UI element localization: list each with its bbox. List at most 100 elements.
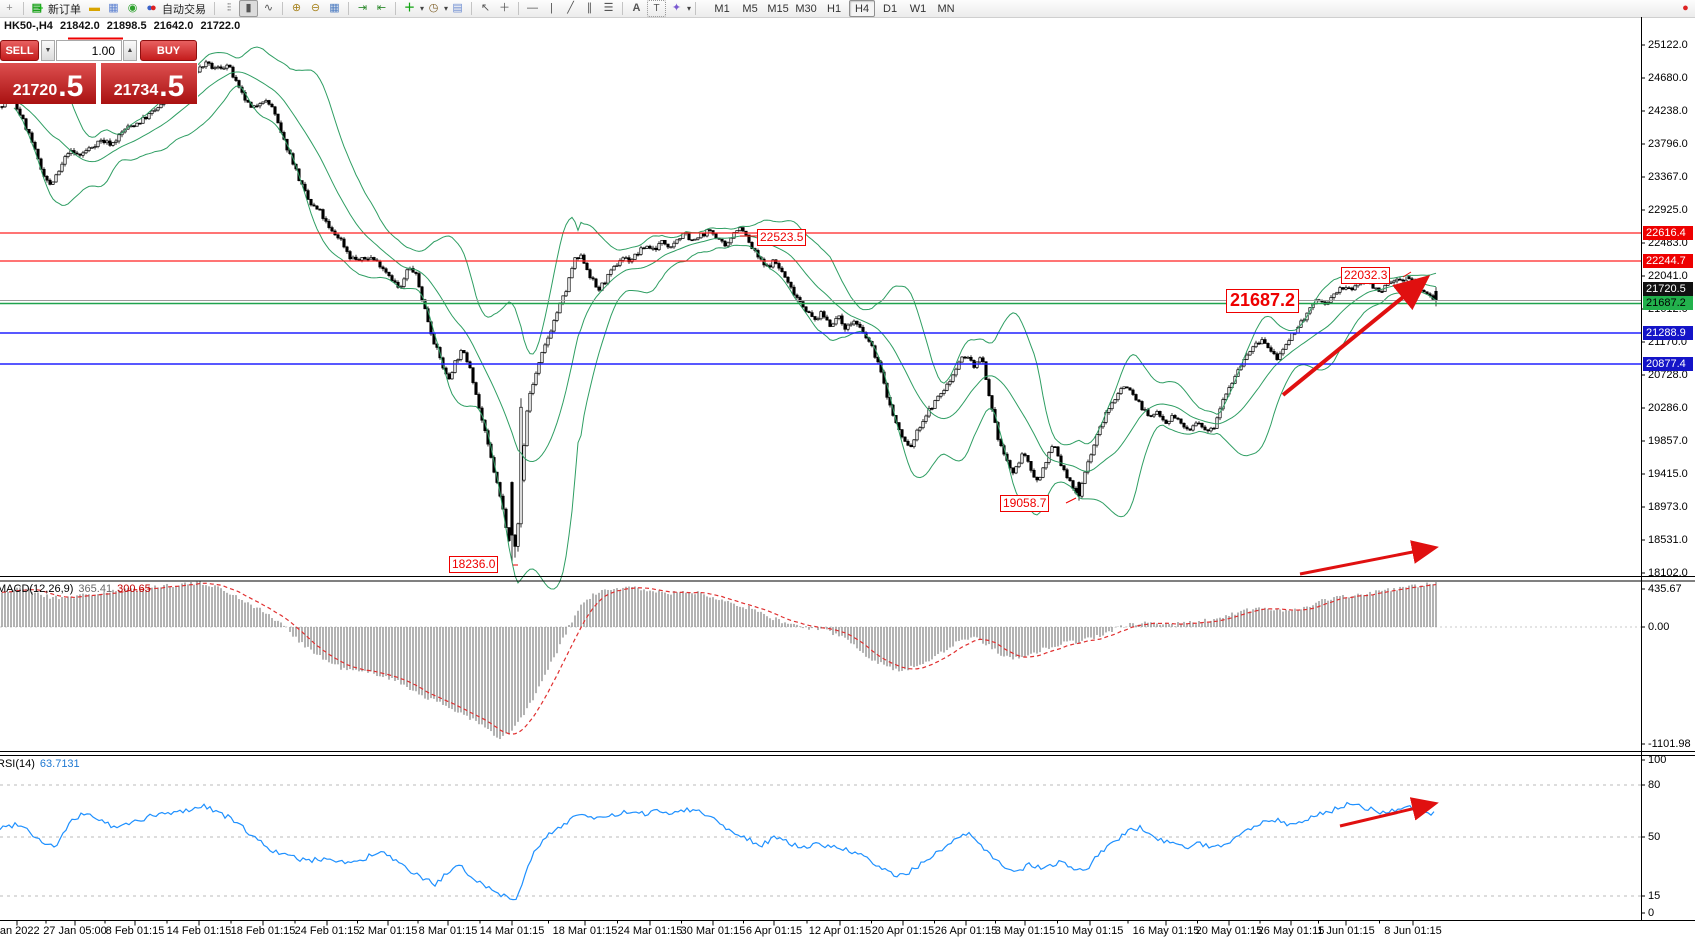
signal-icon[interactable]: ◉ [127,2,138,14]
x-axis-label: 26 May 01:15 [1257,925,1325,937]
timeframe-button-m5[interactable]: M5 [742,2,758,15]
x-axis-label: Jan 2022 [0,925,40,937]
x-axis-label: 8 Jun 01:15 [1384,925,1442,937]
x-axis-label: 20 May 01:15 [1195,925,1263,937]
sell-button[interactable]: SELL [0,40,39,61]
rsi-scale-label: 80 [1648,779,1661,791]
crosshair-stub-icon[interactable]: + [6,2,13,14]
cursor-icon[interactable]: ↖ [480,2,491,14]
toolbar-separator [348,2,349,15]
shapes-caret-icon[interactable]: ▾ [687,4,692,13]
rsi-line [0,801,1435,901]
macd-main-value: 365.41 [78,583,113,595]
hline-tool-icon[interactable]: — [527,2,539,14]
autotrading-icon[interactable]: ● ● [146,2,157,14]
autotrading-button[interactable]: 自动交易 [162,3,206,16]
line-chart-icon[interactable]: ∿ [263,2,274,14]
macd-signal-value: 300.65 [117,583,151,595]
periods-caret-icon[interactable]: ▾ [444,4,449,13]
trade-panel-row: SELL ▼ ▲ BUY [0,40,198,62]
candlestick-chart-icon[interactable]: ▮ [239,0,258,17]
timeframe-button-m30[interactable]: M30 [795,2,817,15]
timeframe-button-h4[interactable]: H4 [849,0,876,17]
new-order-icon[interactable]: ▤ + [31,2,44,14]
trend-arrow-macd [1299,540,1439,576]
y-axis-label: 24238.0 [1648,105,1688,117]
trend-arrow-main [1281,274,1431,397]
price-badge: 20877.4 [1643,357,1693,371]
x-axis-label: 8 Mar 01:15 [418,925,478,937]
price-badge: 21720.5 [1643,282,1693,296]
macd-title: MACD(12,26,9) 365.41 300.65 [0,583,151,595]
x-axis-label: 24 Feb 01:15 [294,925,360,937]
auto-scroll-icon[interactable]: ⇥ [357,2,368,14]
bar-chart-icon[interactable]: ⫶⫶ [226,2,232,14]
x-axis-label: 30 Mar 01:15 [680,925,746,937]
quote-high: 21898.5 [106,20,147,32]
price-callout-22523[interactable]: 22523.5 [757,229,807,246]
new-order-button[interactable]: 新订单 [48,3,81,16]
timeframe-button-mn[interactable]: MN [937,2,955,15]
quote-open: 21842.0 [59,20,100,32]
toolbar-separator [282,2,283,15]
x-axis-label: 2 Mar 01:15 [358,925,418,937]
x-axis-label: 18 Mar 01:15 [552,925,618,937]
y-axis-label: 19857.0 [1648,435,1688,447]
tile-windows-icon[interactable]: ▦ [329,2,340,14]
y-axis-label: 18102.0 [1648,567,1688,579]
zoom-in-icon[interactable]: ⊕ [291,2,302,14]
label-tool-icon[interactable]: T [647,0,667,17]
add-indicator-icon[interactable]: ＋ [404,2,415,14]
volume-down-button[interactable]: ▼ [41,40,55,61]
x-axis-label: 8 Feb 01:15 [105,925,165,937]
shapes-tool-icon[interactable]: ✦ [671,2,682,14]
periods-icon[interactable]: ◷ [428,2,439,14]
bollinger-lower [13,85,1437,590]
toolbar-separator [518,2,520,15]
toolbar-separator [23,2,24,15]
trendline-tool-icon[interactable]: ╱ [567,2,574,14]
quote-close: 21722.0 [200,20,241,32]
buy-button[interactable]: BUY [140,40,197,61]
x-axis-label: 12 Apr 01:15 [808,925,872,937]
timeframe-button-d1[interactable]: D1 [883,2,898,15]
zoom-out-icon[interactable]: ⊖ [310,2,321,14]
timeframe-button-w1[interactable]: W1 [909,2,927,15]
rsi-name: RSI(14) [0,758,35,770]
rsi-scale-label: 0 [1648,907,1655,919]
templates-icon[interactable]: ▤ [452,2,463,14]
volume-input[interactable] [56,40,122,61]
timeframe-button-m1[interactable]: M1 [714,2,730,15]
price-callout-18236[interactable]: 18236.0 [449,556,499,573]
x-axis-label: 10 May 01:15 [1056,925,1124,937]
timeframe-button-h1[interactable]: H1 [827,2,842,15]
text-tool-icon[interactable]: A [632,2,641,14]
macd-name: MACD(12,26,9) [0,583,74,595]
price-callout-19058[interactable]: 19058.7 [1000,495,1050,512]
crosshair-icon[interactable]: ＋ [499,2,511,14]
vline-tool-icon[interactable]: | [550,2,553,14]
price-chart[interactable] [0,17,1695,943]
bid-price-box[interactable]: 21720 .5 [0,63,96,104]
timeframe-button-m15[interactable]: M15 [767,2,789,15]
alert-icon[interactable]: ● [1682,2,1689,14]
toolbar-separator [695,2,697,15]
price-callout-21687-big[interactable]: 21687.2 [1226,289,1300,313]
bid-price-pips: .5 [58,70,84,103]
channel-tool-icon[interactable]: ∥ [586,2,593,14]
price-callout-22032[interactable]: 22032.3 [1341,267,1391,284]
y-axis-label: 18531.0 [1648,534,1688,546]
y-axis-label: 23796.0 [1648,138,1688,150]
chart-shift-icon[interactable]: ⇤ [376,2,387,14]
fibo-tool-icon[interactable]: ☰ [603,2,614,14]
ask-price-box[interactable]: 21734 .5 [101,63,197,104]
add-indicator-caret-icon[interactable]: ▾ [420,4,425,13]
bollinger-upper [13,46,1437,446]
symbol-period: HK50-,H4 [4,20,53,32]
gold-icon[interactable]: ▬ [89,2,100,14]
toolbar-separator [395,2,396,15]
volume-up-button[interactable]: ▲ [123,40,137,61]
chart-window-icon[interactable]: ▦ [108,2,119,14]
macd-scale-label: 435.67 [1648,583,1682,595]
toolbar-separator [622,2,624,15]
